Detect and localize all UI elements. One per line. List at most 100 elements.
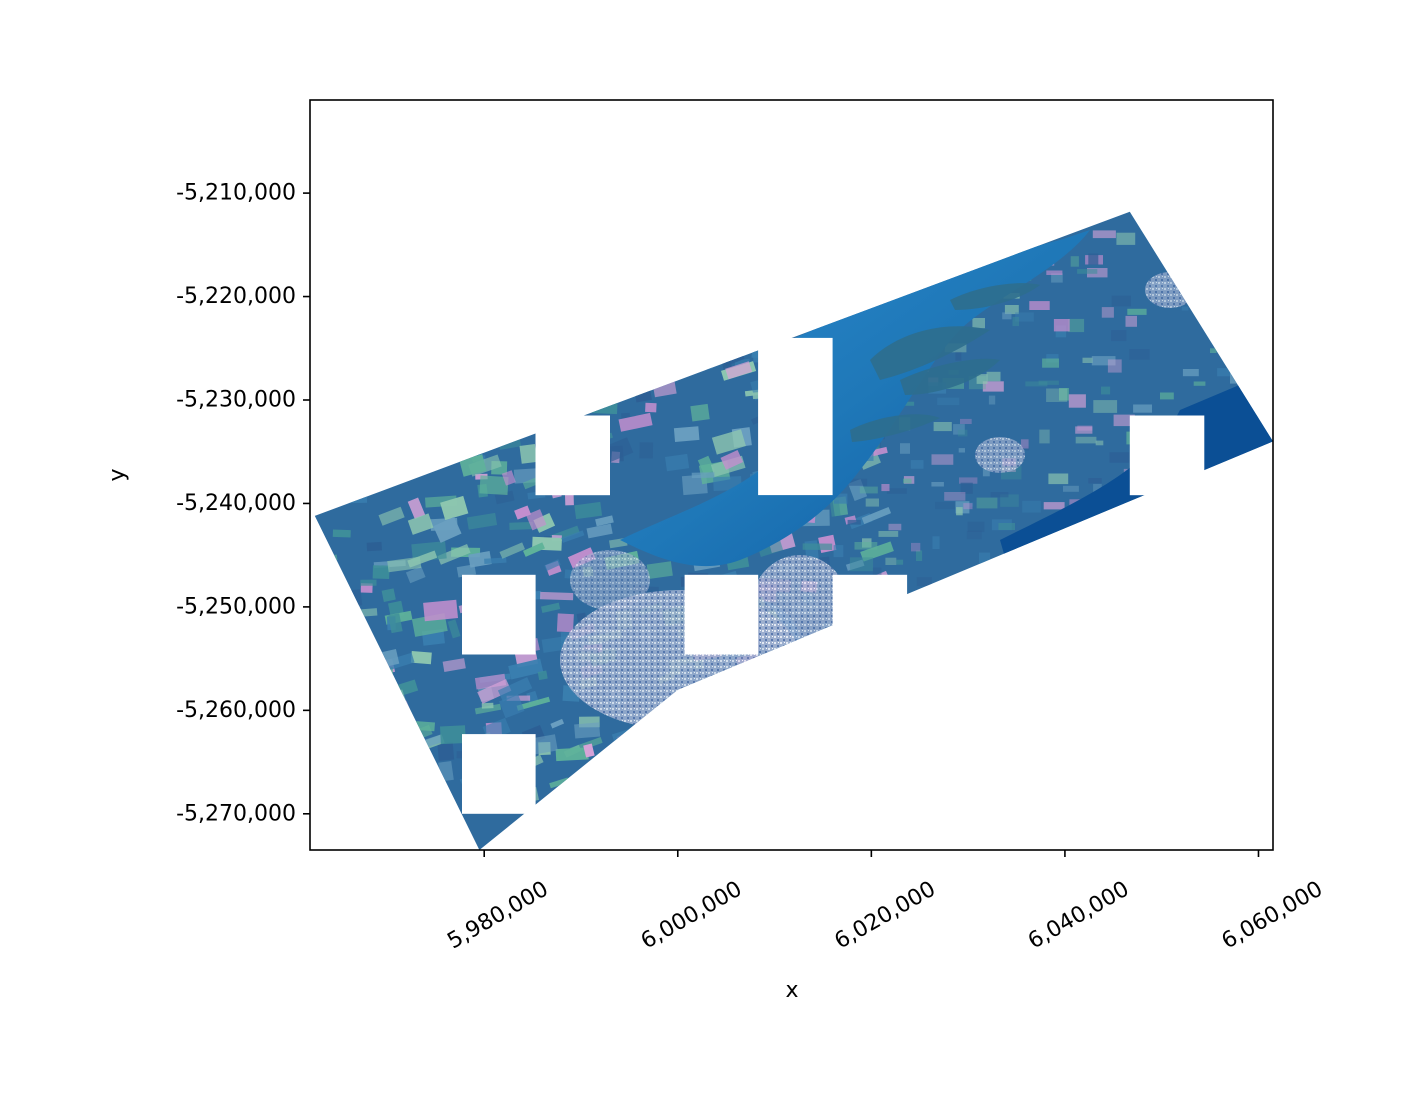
field-patch xyxy=(378,506,405,526)
field-patch xyxy=(323,641,342,649)
field-patch xyxy=(1068,318,1085,333)
field-patch xyxy=(356,742,391,764)
field-patch xyxy=(855,240,879,250)
field-patch xyxy=(953,424,965,435)
field-patch xyxy=(1093,400,1118,413)
island xyxy=(870,326,990,380)
field-patch xyxy=(402,386,436,399)
field-patch xyxy=(1070,256,1079,267)
nodata-block xyxy=(684,574,759,655)
field-patch xyxy=(442,658,466,672)
field-patch xyxy=(737,674,766,686)
field-patch xyxy=(849,557,874,572)
field-patch xyxy=(359,659,384,674)
field-patch xyxy=(857,674,887,687)
field-patch xyxy=(620,758,647,779)
field-patch xyxy=(715,671,740,682)
field-patch xyxy=(1223,335,1241,350)
field-patch xyxy=(391,753,409,761)
field-patch xyxy=(834,689,856,711)
field-patch xyxy=(1216,485,1230,500)
field-patch xyxy=(856,667,889,686)
field-patch xyxy=(769,649,787,661)
field-patch xyxy=(803,760,826,779)
field-patch xyxy=(828,732,844,740)
field-patch xyxy=(1186,292,1207,303)
field-patch xyxy=(1111,330,1127,342)
field-patch xyxy=(413,444,426,454)
field-patch xyxy=(1012,316,1019,327)
field-patch xyxy=(592,767,605,782)
field-patch xyxy=(391,737,403,756)
field-patch xyxy=(657,347,691,365)
field-patch xyxy=(567,547,596,569)
field-patch xyxy=(379,341,412,359)
field-patch xyxy=(1029,301,1050,310)
field-patch xyxy=(586,523,613,539)
field-patch xyxy=(347,681,357,697)
field-patch xyxy=(1160,392,1174,400)
field-patch xyxy=(725,361,753,380)
field-patch xyxy=(963,503,973,510)
field-patch xyxy=(555,747,589,762)
y-axis: -5,210,000 -5,220,000 -5,230,000 -5,240,000… xyxy=(176,181,310,826)
field-patch xyxy=(549,777,570,789)
field-patch xyxy=(686,735,703,748)
field-patch xyxy=(316,576,330,590)
field-patch xyxy=(666,789,696,809)
field-patch xyxy=(1003,231,1027,245)
field-patch xyxy=(607,784,639,800)
nodata-block xyxy=(1129,415,1205,496)
field-patch xyxy=(550,718,565,729)
field-patch xyxy=(558,380,572,390)
y-tick-label: -5,230,000 xyxy=(176,388,296,413)
field-patch xyxy=(478,426,494,437)
field-patch xyxy=(813,677,830,697)
field-patch xyxy=(691,735,719,758)
field-patch xyxy=(1232,324,1254,329)
field-patch xyxy=(1109,452,1130,463)
field-patch xyxy=(1129,349,1150,360)
field-patch xyxy=(1042,358,1059,368)
field-patch xyxy=(935,501,955,510)
field-patch xyxy=(437,741,455,761)
field-patch xyxy=(1217,368,1236,377)
field-patch xyxy=(1022,500,1041,513)
field-patch xyxy=(519,444,538,464)
field-patch xyxy=(1209,557,1228,567)
field-patch xyxy=(690,403,710,422)
field-patch xyxy=(1038,380,1059,385)
field-patch xyxy=(976,374,988,384)
field-patch xyxy=(577,339,602,349)
field-patch xyxy=(387,556,422,573)
field-patch xyxy=(340,647,374,661)
field-patch xyxy=(854,542,878,550)
field-patch xyxy=(987,569,998,576)
nodata-block xyxy=(462,574,536,655)
field-patch xyxy=(462,363,495,380)
field-patch xyxy=(617,368,629,378)
field-patch xyxy=(702,737,714,752)
x-tick-label: 6,060,000 xyxy=(1218,877,1327,955)
field-patch xyxy=(738,688,771,712)
field-patch xyxy=(468,394,483,403)
field-patch xyxy=(982,381,1004,392)
field-patch xyxy=(618,412,653,432)
field-patch xyxy=(366,656,389,676)
field-patch xyxy=(810,663,837,679)
field-patch xyxy=(1063,485,1079,492)
field-patch xyxy=(1160,529,1175,542)
field-patch xyxy=(563,344,597,358)
harbour-water xyxy=(620,230,1090,567)
field-patch xyxy=(526,395,552,403)
field-patch xyxy=(497,677,533,702)
field-patch xyxy=(526,509,547,531)
field-patch xyxy=(335,399,361,415)
field-patch xyxy=(937,397,960,406)
field-patch xyxy=(1062,564,1082,569)
field-patch xyxy=(859,486,878,494)
field-patch xyxy=(484,557,507,564)
field-patch xyxy=(797,751,817,766)
field-patch xyxy=(419,442,449,461)
field-patch xyxy=(844,478,868,486)
